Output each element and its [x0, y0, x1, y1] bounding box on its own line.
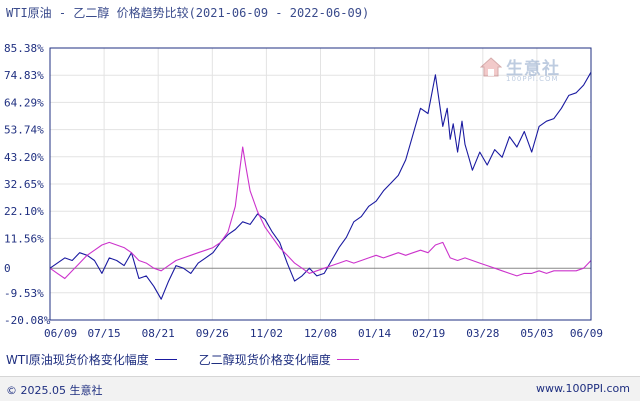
copyright-text: © 2025.05 生意社	[6, 384, 103, 397]
x-tick-labels: 06/09 07/15 08/21 09/26 11/02 12/08 01/14 02/19…	[44, 327, 603, 340]
x-tick-label: 07/15	[88, 327, 121, 340]
x-tick-label: 12/08	[304, 327, 337, 340]
y-tick-label: -20.08%	[4, 314, 51, 327]
grid	[50, 47, 591, 321]
y-tick-label: -9.53%	[4, 287, 44, 300]
footer: © 2025.05 生意社 www.100PPI.com	[0, 376, 640, 401]
plot-frame	[49, 47, 592, 321]
y-tick-labels: 85.38% 74.83% 64.29% 53.74% 43.20% 32.65% 22.1…	[4, 42, 51, 327]
y-tick-label: 43.20%	[4, 151, 44, 164]
x-tick-label: 09/26	[196, 327, 229, 340]
x-tick-label: 02/19	[412, 327, 445, 340]
chart: 85.38% 74.83% 64.29% 53.74% 43.20% 32.65% 22.1…	[4, 42, 603, 340]
y-tick-label: 64.29%	[4, 96, 44, 109]
legend: WTI原油现货价格变化幅度 乙二醇现货价格变化幅度	[6, 351, 381, 368]
legend-label-meg: 乙二醇现货价格变化幅度	[198, 353, 331, 367]
x-tick-label: 06/09	[44, 327, 77, 340]
x-tick-label: 06/09	[570, 327, 603, 340]
x-tick-label: 05/03	[520, 327, 553, 340]
legend-item-wti: WTI原油现货价格变化幅度	[6, 351, 177, 368]
watermark-url: 100PPI.COM	[506, 75, 559, 83]
legend-swatch-wti	[154, 359, 177, 360]
legend-swatch-meg	[336, 359, 359, 360]
x-tick-label: 03/28	[466, 327, 499, 340]
legend-label-wti: WTI原油现货价格变化幅度	[6, 353, 149, 367]
x-tick-label: 08/21	[142, 327, 175, 340]
watermark: 生意社 100PPI.COM	[480, 54, 560, 83]
y-tick-label: 0	[4, 262, 11, 275]
series-group	[49, 71, 592, 300]
y-tick-label: 74.83%	[4, 69, 44, 82]
y-tick-label: 53.74%	[4, 124, 44, 137]
watermark-name: 生意社	[506, 59, 560, 79]
chart-title: WTI原油 - 乙二醇 价格趋势比较(2021-06-09 - 2022-06-…	[6, 6, 370, 20]
series-line-wti	[49, 71, 592, 300]
series-line-meg	[49, 146, 592, 280]
y-tick-label: 85.38%	[4, 42, 44, 55]
x-tick-label: 01/14	[358, 327, 391, 340]
y-tick-label: 11.56%	[4, 232, 44, 245]
y-tick-label: 32.65%	[4, 178, 44, 191]
legend-item-meg: 乙二醇现货价格变化幅度	[199, 351, 359, 368]
y-tick-label: 22.10%	[4, 205, 44, 218]
website-link[interactable]: www.100PPI.com	[536, 382, 630, 395]
house-logo-icon	[480, 56, 502, 76]
x-tick-label: 11/02	[250, 327, 283, 340]
